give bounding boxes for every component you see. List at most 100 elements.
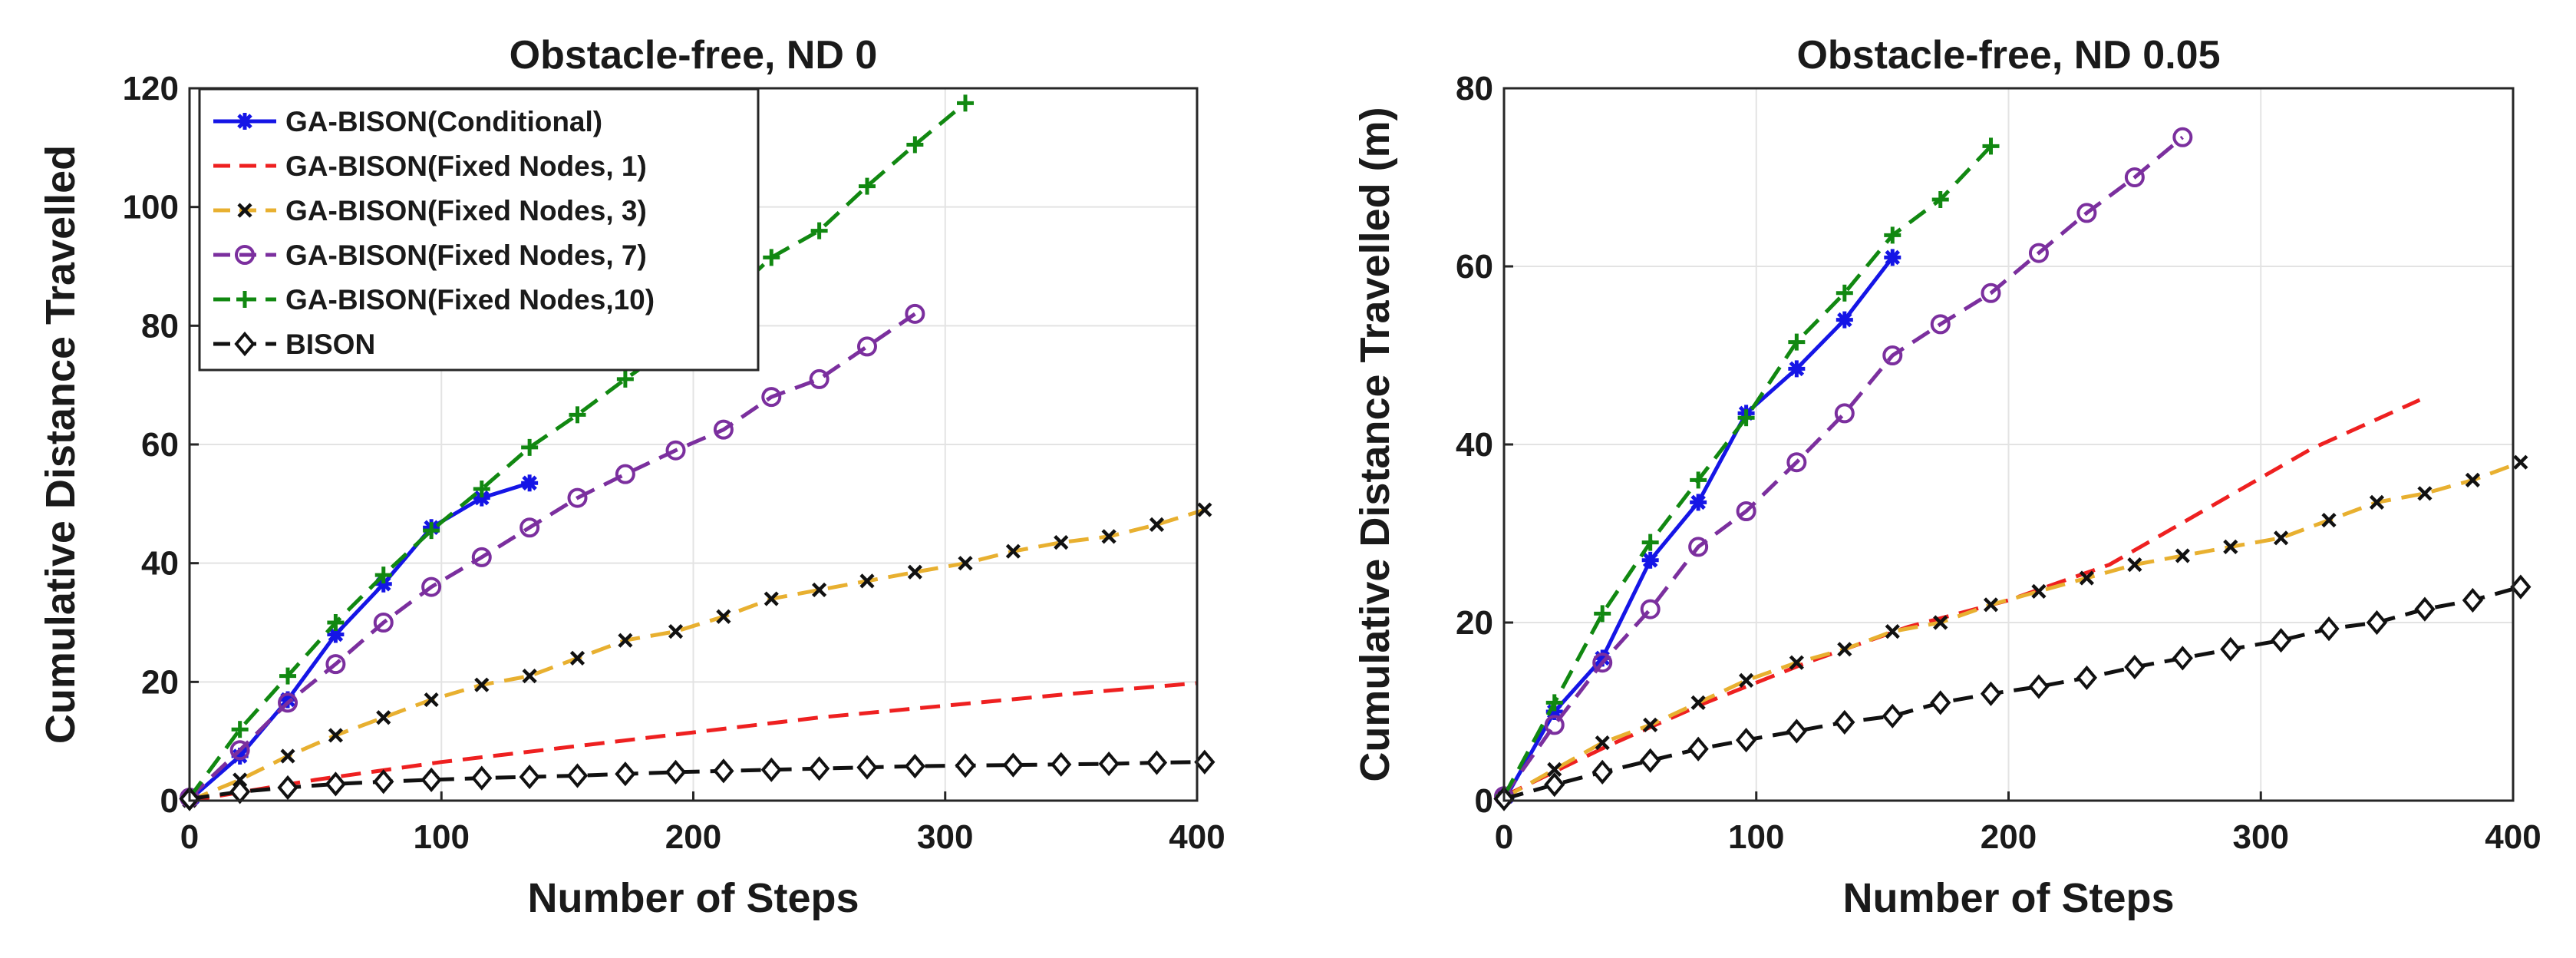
data-point-marker (421, 576, 442, 597)
data-point-marker (1544, 772, 1565, 798)
data-point-marker (327, 614, 345, 631)
data-point-marker (810, 222, 828, 240)
data-point-marker (1980, 681, 2002, 706)
y-tick-label: 60 (141, 426, 179, 464)
data-point-marker (2124, 654, 2146, 680)
series-line (1502, 135, 2184, 798)
data-point-marker (278, 692, 298, 713)
data-point-marker (1882, 703, 1903, 728)
series-line (189, 760, 1205, 801)
data-point-marker (1641, 534, 1659, 551)
legend: GA-BISON(Conditional) GA-BISON(Fixed Node… (198, 88, 760, 372)
legend-item-ga-bison-fixed-nodes-1: GA-BISON(Fixed Nodes, 1) (213, 150, 647, 182)
y-tick-label: 60 (1456, 248, 1493, 286)
data-point-marker (2028, 674, 2050, 699)
data-point-marker (569, 650, 585, 666)
data-point-marker (859, 573, 875, 589)
data-point-marker (2369, 494, 2385, 510)
x-tick-label: 100 (1728, 818, 1784, 856)
data-point-marker (713, 758, 734, 784)
data-point-marker (1933, 615, 1948, 630)
x-tick-label: 400 (2485, 818, 2541, 856)
data-point-marker (2513, 454, 2528, 470)
data-point-marker (2031, 583, 2047, 599)
data-point-marker (616, 370, 634, 388)
legend-label: BISON (285, 329, 375, 360)
data-point-marker (471, 765, 493, 791)
data-point-marker (2273, 530, 2289, 546)
data-point-marker (809, 756, 830, 781)
chart-title: Obstacle-free, ND 0.05 (1796, 33, 2220, 78)
data-point-marker (566, 763, 589, 788)
data-point-marker (958, 556, 973, 571)
data-point-marker (519, 764, 540, 790)
data-point-marker (856, 755, 878, 780)
data-point-marker (1595, 735, 1610, 751)
data-point-marker (665, 440, 686, 461)
legend-marker (234, 331, 256, 357)
data-point-marker (904, 754, 925, 779)
series-line (1502, 460, 2522, 800)
data-point-marker (1788, 360, 1806, 378)
data-point-marker (1690, 471, 1707, 489)
data-point-marker (1981, 282, 2001, 303)
y-tick-label: 80 (1456, 70, 1493, 107)
data-point-marker (522, 669, 537, 684)
data-point-marker (761, 387, 782, 408)
data-point-marker (2414, 596, 2436, 622)
data-point-marker (1149, 517, 1165, 532)
legend-label: GA-BISON(Fixed Nodes,10) (285, 284, 655, 315)
legend-label: GA-BISON(Conditional) (285, 106, 602, 137)
data-point-marker (957, 94, 975, 112)
data-point-marker (471, 547, 492, 567)
data-point-marker (1786, 718, 1807, 744)
series-bison (1493, 574, 2531, 811)
data-point-marker (1837, 642, 1852, 657)
data-point-marker (1643, 717, 1658, 732)
series-ga-bison-fixed-nodes-10 (1496, 137, 2000, 805)
data-point-marker (1547, 761, 1562, 777)
legend-box (198, 88, 760, 372)
data-point-marker (1735, 728, 1757, 753)
data-point-marker (1690, 494, 1707, 511)
data-point-marker (1882, 345, 1903, 365)
y-tick-label: 100 (123, 189, 179, 226)
data-point-marker (1983, 597, 1999, 613)
data-point-marker (812, 582, 827, 598)
series-ga-bison-fixed-nodes-3 (1496, 454, 2528, 806)
data-point-marker (1098, 751, 1120, 777)
data-point-marker (618, 633, 633, 648)
data-point-marker (373, 769, 394, 794)
x-tick-label: 100 (414, 818, 470, 856)
data-point-marker (1002, 752, 1024, 778)
data-point-marker (2175, 548, 2190, 563)
data-point-marker (280, 748, 295, 764)
legend-item-ga-bison-fixed-nodes-10: GA-BISON(Fixed Nodes,10) (213, 284, 655, 315)
chart-panel-obstacle-free-nd-0: 0 100 200 300 400 0 20 40 60 80 100 120 Obstacle-fre… (38, 33, 1225, 921)
data-point-marker (1005, 543, 1021, 559)
data-point-marker (1592, 652, 1613, 673)
data-point-marker (1194, 749, 1215, 775)
y-tick-label: 40 (1456, 426, 1493, 464)
y-tick-label: 0 (1475, 782, 1493, 820)
data-point-marker (521, 438, 539, 456)
legend-item-bison: BISON (213, 329, 375, 360)
data-point-marker (2028, 243, 2049, 263)
data-point-marker (906, 136, 924, 154)
data-point-marker (473, 481, 490, 497)
data-point-marker (1736, 501, 1756, 521)
data-point-marker (1982, 137, 2000, 155)
data-point-marker (519, 517, 540, 538)
data-point-marker (1101, 529, 1116, 544)
series-ga-bison-fixed-nodes-1 (1502, 398, 2421, 798)
data-point-marker (668, 624, 684, 639)
legend-label: GA-BISON(Fixed Nodes, 3) (285, 195, 647, 226)
data-point-marker (1786, 452, 1807, 473)
data-point-marker (1834, 403, 1855, 424)
data-point-marker (374, 567, 392, 584)
tick-labels: 0 100 200 300 400 0 20 40 60 80 (1456, 70, 2541, 856)
data-point-marker (2172, 127, 2193, 147)
data-point-marker (615, 761, 636, 787)
y-tick-label: 20 (141, 663, 179, 701)
data-point-marker (521, 474, 539, 492)
